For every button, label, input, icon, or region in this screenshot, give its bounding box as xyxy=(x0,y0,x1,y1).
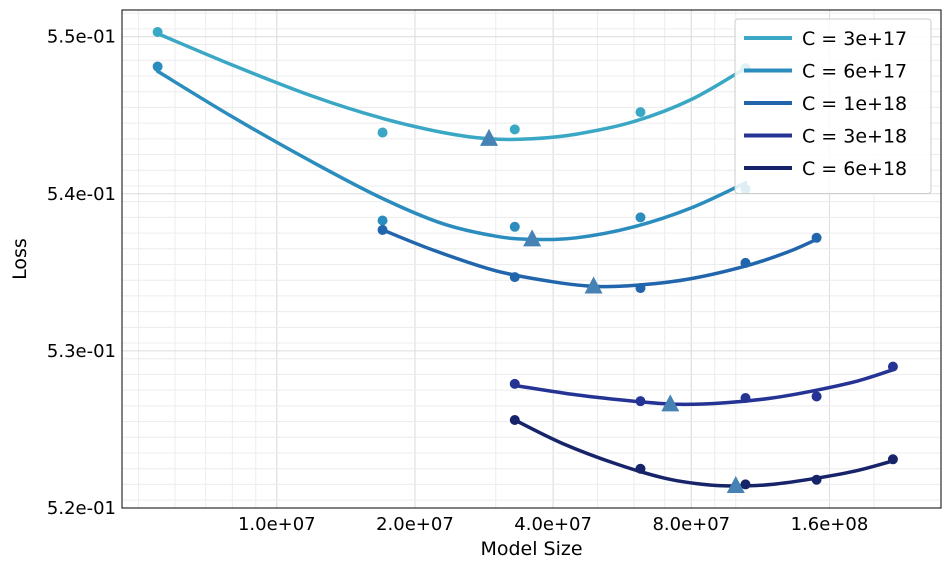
fit-curve-series-2 xyxy=(155,69,748,242)
data-point-series-2 xyxy=(377,215,388,226)
legend-box xyxy=(734,18,932,194)
fit-curve-series-5 xyxy=(513,418,895,488)
axis-ticks: 1.0e+07 2.0e+07 4.0e+07 8.0e+07 1.6e+08 5.2e-… xyxy=(47,27,868,535)
optimum-marker-series-2 xyxy=(523,229,542,247)
legend-entry-label: C = 3e+17 xyxy=(802,28,907,50)
fit-curve-series-4 xyxy=(513,368,895,407)
y-tick-label: 5.2e-01 xyxy=(47,498,116,519)
x-tick-label: 4.0e+07 xyxy=(514,514,592,535)
x-axis-label: Model Size xyxy=(480,538,582,560)
data-point-series-2 xyxy=(152,61,163,72)
data-point-series-3 xyxy=(377,224,388,235)
optimum-marker-series-5 xyxy=(726,476,745,494)
optimum-marker-series-4 xyxy=(661,394,680,412)
data-point-series-3 xyxy=(509,272,520,283)
data-point-series-4 xyxy=(811,391,822,402)
data-point-series-5 xyxy=(509,415,520,426)
legend: C = 3e+17 C = 6e+17 C = 1e+18 C = 3e+18 C = … xyxy=(734,18,932,194)
plot-frame xyxy=(121,9,942,509)
data-point-series-1 xyxy=(509,124,520,135)
y-tick-label: 5.3e-01 xyxy=(47,341,116,362)
data-point-series-4 xyxy=(635,396,646,407)
data-point-series-2 xyxy=(509,221,520,232)
optimum-markers xyxy=(480,128,745,494)
optimum-marker-series-1 xyxy=(480,128,499,146)
x-tick-label: 1.0e+07 xyxy=(238,514,316,535)
data-point-series-3 xyxy=(740,257,751,268)
x-tick-label: 2.0e+07 xyxy=(376,514,454,535)
x-tick-label: 1.6e+08 xyxy=(791,514,869,535)
legend-entry-label: C = 6e+18 xyxy=(802,158,907,180)
data-point-series-5 xyxy=(811,474,822,485)
fit-curve-series-3 xyxy=(380,228,819,289)
data-point-series-2 xyxy=(635,212,646,223)
data-point-series-4 xyxy=(509,378,520,389)
data-point-series-1 xyxy=(635,107,646,118)
data-point-series-4 xyxy=(887,361,898,372)
data-point-series-5 xyxy=(887,454,898,465)
legend-entry-label: C = 6e+17 xyxy=(802,61,907,83)
data-point-series-5 xyxy=(740,479,751,490)
y-tick-label: 5.5e-01 xyxy=(47,27,116,48)
y-tick-label: 5.4e-01 xyxy=(47,184,116,205)
x-tick-label: 8.0e+07 xyxy=(652,514,730,535)
fit-curve-series-1 xyxy=(155,31,748,142)
legend-entry-label: C = 3e+18 xyxy=(802,126,907,148)
fit-curves xyxy=(155,31,895,488)
optimum-marker-series-3 xyxy=(584,276,603,294)
data-point-series-3 xyxy=(635,283,646,294)
y-axis-label: Loss xyxy=(9,238,31,280)
data-point-series-5 xyxy=(635,463,646,474)
data-point-series-1 xyxy=(377,127,388,138)
data-point-series-3 xyxy=(811,232,822,243)
data-point-series-4 xyxy=(740,393,751,404)
data-point-series-1 xyxy=(152,26,163,37)
legend-entry-label: C = 1e+18 xyxy=(802,93,907,115)
